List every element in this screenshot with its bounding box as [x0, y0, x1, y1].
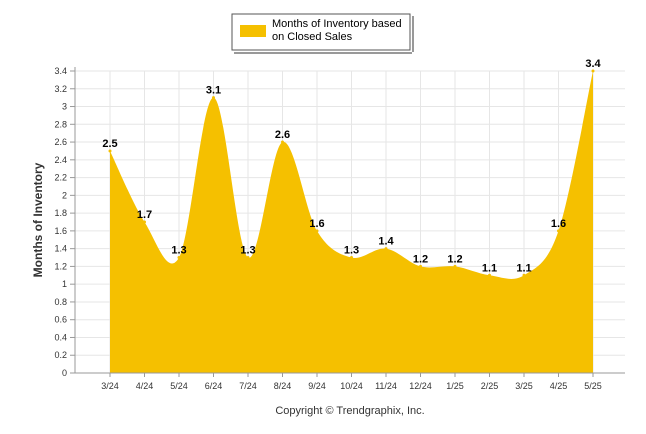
legend-swatch — [240, 25, 266, 37]
data-point — [281, 140, 284, 144]
data-label: 3.4 — [585, 58, 601, 70]
x-tick-label: 5/25 — [584, 381, 602, 391]
legend-line-1: Months of Inventory based — [272, 18, 402, 30]
y-tick-label: 1.4 — [54, 244, 67, 254]
axes — [70, 67, 625, 377]
legend-shadow — [412, 16, 414, 52]
x-tick-label: 3/25 — [515, 381, 533, 391]
x-tick-label: 8/24 — [274, 381, 292, 391]
data-point — [557, 229, 560, 233]
data-point — [315, 229, 319, 233]
data-label: 2.6 — [275, 129, 290, 141]
data-point — [419, 264, 422, 268]
data-label: 1.3 — [171, 245, 186, 257]
y-tick-label: 2.2 — [54, 173, 67, 183]
y-tick-label: 2.4 — [54, 155, 67, 165]
y-tick-label: 1.8 — [54, 208, 67, 218]
y-tick-label: 0.4 — [54, 332, 67, 342]
y-tick-label: 0.2 — [54, 350, 67, 360]
data-label: 1.1 — [516, 262, 531, 274]
data-point — [522, 273, 526, 277]
y-tick-label: 3 — [62, 102, 67, 112]
x-tick-label: 1/25 — [446, 381, 464, 391]
data-point — [591, 69, 595, 73]
x-tick-label: 5/24 — [170, 381, 188, 391]
legend: Months of Inventory based on Closed Sale… — [231, 13, 414, 54]
y-tick-labels: 0 0.2 0.4 0.6 0.8 1 1.2 1.4 1.6 1.8 2 2.2 2.4 2.6 2.8 3… — [54, 66, 67, 378]
legend-shadow-bottom — [234, 52, 412, 54]
data-label: 1.2 — [413, 253, 428, 265]
x-tick-labels: 3/24 4/24 5/24 6/24 7/24 8/24 9/24 10/24 11/24 12… — [101, 381, 602, 391]
data-label: 1.1 — [482, 262, 497, 274]
x-tick-label: 12/24 — [409, 381, 432, 391]
data-point — [453, 264, 457, 268]
data-point — [212, 96, 215, 100]
y-tick-label: 1.6 — [54, 226, 67, 236]
area-series — [110, 71, 593, 373]
x-tick-label: 11/24 — [375, 381, 397, 391]
data-point — [177, 256, 181, 260]
y-tick-label: 2.6 — [54, 137, 67, 147]
y-tick-label: 2 — [62, 190, 67, 200]
x-tick-label: 4/25 — [550, 381, 568, 391]
data-label: 1.6 — [551, 218, 566, 230]
data-point — [246, 256, 250, 260]
legend-line-2: on Closed Sales — [272, 31, 353, 43]
data-labels: 2.5 1.7 1.3 3.1 1.3 2.6 1.6 1.3 1.4 1.2 1.2 1.1 1.1 1… — [102, 58, 601, 274]
x-tick-label: 3/24 — [101, 381, 119, 391]
y-tick-label: 0 — [62, 368, 67, 378]
y-tick-label: 2.8 — [54, 119, 67, 129]
x-tick-label: 7/24 — [239, 381, 257, 391]
data-point — [488, 273, 491, 277]
area-layer — [108, 69, 595, 373]
copyright-footer: Copyright © Trendgraphix, Inc. — [275, 405, 424, 417]
data-label: 3.1 — [206, 85, 221, 97]
x-tick-label: 4/24 — [136, 381, 154, 391]
x-tick-label: 2/25 — [481, 381, 499, 391]
data-point — [108, 149, 112, 153]
data-point — [384, 247, 388, 251]
data-point — [350, 256, 353, 260]
data-label: 1.3 — [240, 245, 255, 257]
y-tick-label: 3.4 — [54, 66, 67, 76]
data-point — [143, 220, 146, 224]
x-tick-label: 10/24 — [340, 381, 363, 391]
y-tick-label: 0.8 — [54, 297, 67, 307]
data-label: 2.5 — [102, 138, 117, 150]
y-tick-label: 1 — [62, 279, 67, 289]
data-label: 1.6 — [309, 218, 324, 230]
y-axis-label: Months of Inventory — [31, 162, 45, 277]
x-tick-label: 6/24 — [205, 381, 223, 391]
x-tick-label: 9/24 — [308, 381, 326, 391]
data-label: 1.3 — [344, 245, 359, 257]
y-tick-label: 3.2 — [54, 84, 67, 94]
data-label: 1.2 — [447, 253, 462, 265]
data-label: 1.4 — [378, 236, 394, 248]
y-tick-label: 1.2 — [54, 261, 67, 271]
data-label: 1.7 — [137, 209, 152, 221]
y-tick-label: 0.6 — [54, 315, 67, 325]
